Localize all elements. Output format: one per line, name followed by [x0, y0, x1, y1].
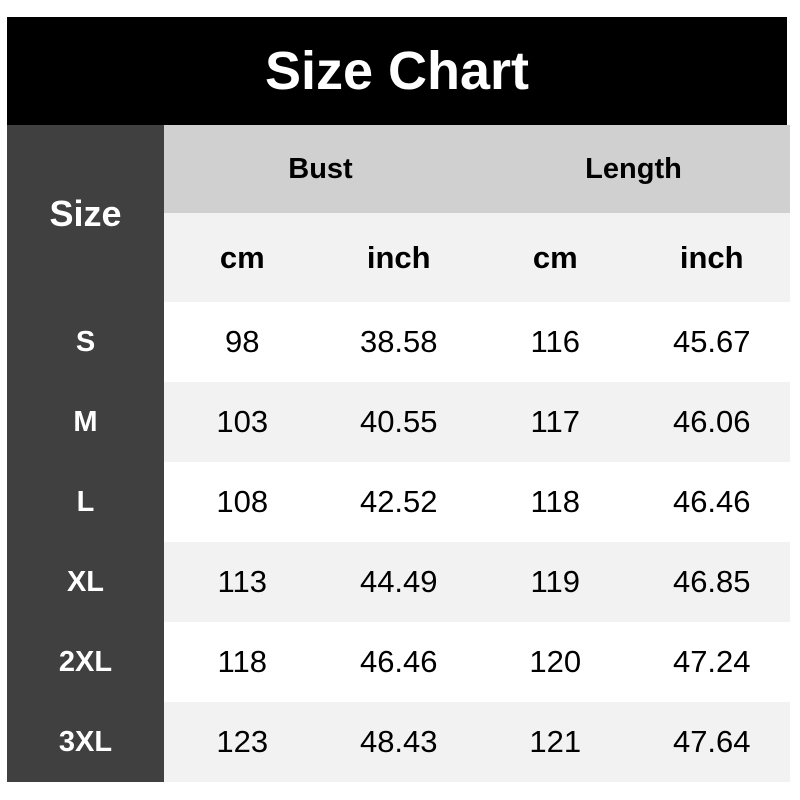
cell-bust-inch: 46.46 — [320, 622, 477, 702]
cell-bust-cm: 98 — [164, 302, 321, 382]
cell-length-cm: 118 — [477, 462, 634, 542]
cell-bust-inch: 38.58 — [320, 302, 477, 382]
cell-length-inch: 47.64 — [633, 702, 790, 782]
cell-length-cm: 116 — [477, 302, 634, 382]
cell-bust-inch: 44.49 — [320, 542, 477, 622]
cell-length-inch: 46.85 — [633, 542, 790, 622]
cell-bust-cm: 103 — [164, 382, 321, 462]
row-size-label: S — [7, 302, 164, 382]
cell-length-cm: 121 — [477, 702, 634, 782]
row-size-label: 3XL — [7, 702, 164, 782]
cell-length-inch: 47.24 — [633, 622, 790, 702]
column-group-length: Length — [477, 125, 790, 213]
cell-bust-inch: 42.52 — [320, 462, 477, 542]
row-size-label: M — [7, 382, 164, 462]
cell-bust-cm: 118 — [164, 622, 321, 702]
cell-bust-inch: 48.43 — [320, 702, 477, 782]
unit-header-length-inch: inch — [633, 213, 790, 302]
cell-length-cm: 117 — [477, 382, 634, 462]
cell-length-cm: 119 — [477, 542, 634, 622]
unit-header-length-cm: cm — [477, 213, 634, 302]
cell-bust-cm: 113 — [164, 542, 321, 622]
column-group-bust: Bust — [164, 125, 477, 213]
cell-length-inch: 46.46 — [633, 462, 790, 542]
row-size-label: XL — [7, 542, 164, 622]
cell-length-inch: 45.67 — [633, 302, 790, 382]
size-column-header: Size — [7, 125, 164, 302]
unit-header-bust-inch: inch — [320, 213, 477, 302]
cell-bust-inch: 40.55 — [320, 382, 477, 462]
cell-length-cm: 120 — [477, 622, 634, 702]
row-size-label: L — [7, 462, 164, 542]
row-size-label: 2XL — [7, 622, 164, 702]
page-title: Size Chart — [264, 41, 530, 101]
title-banner: Size Chart — [7, 17, 787, 125]
size-table: Size Bust Length cm inch cm inch S 98 38… — [7, 125, 790, 782]
cell-length-inch: 46.06 — [633, 382, 790, 462]
cell-bust-cm: 108 — [164, 462, 321, 542]
unit-header-bust-cm: cm — [164, 213, 321, 302]
cell-bust-cm: 123 — [164, 702, 321, 782]
